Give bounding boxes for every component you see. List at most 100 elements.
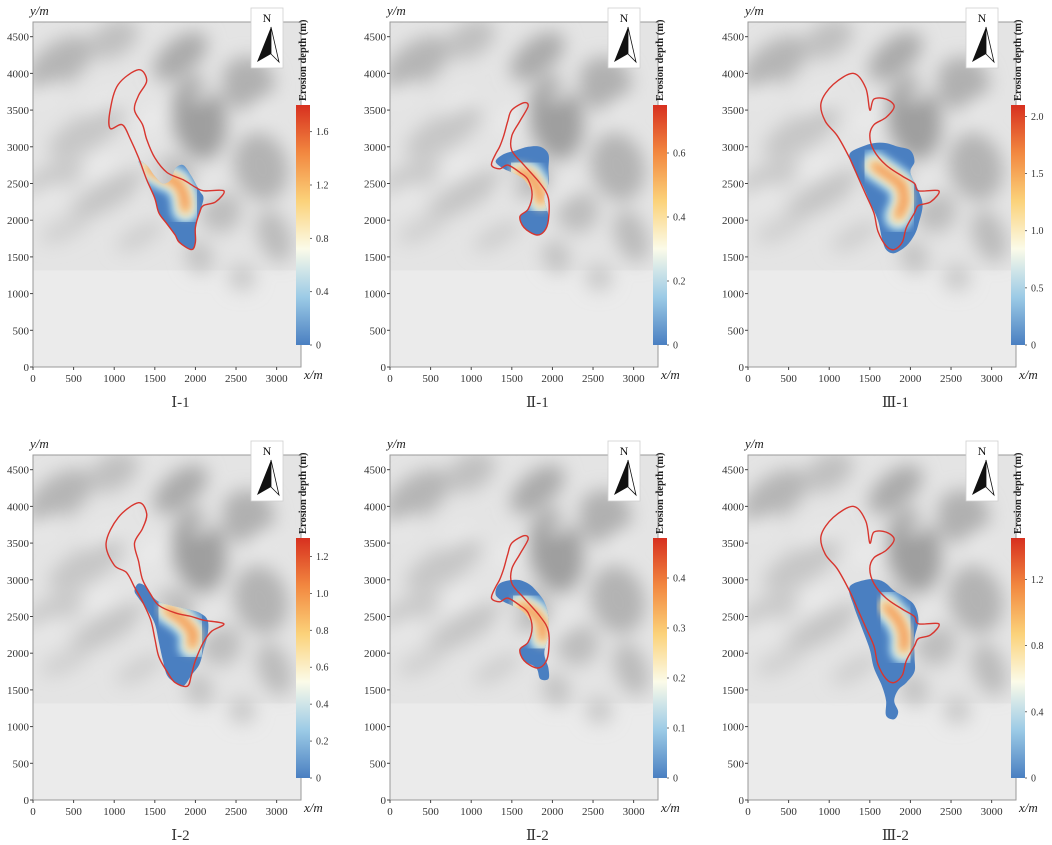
x-tick-label: 1000	[460, 806, 483, 818]
x-tick-label: 0	[745, 806, 751, 818]
x-tick-label: 3000	[981, 806, 1004, 818]
panel-label: Ⅲ-2	[882, 828, 909, 840]
colorbar	[296, 105, 310, 345]
landslide-outline	[105, 502, 225, 688]
colorbar-tick-label: 0.4	[673, 574, 686, 585]
y-tick-label: 2000	[722, 648, 745, 660]
x-axis-label: x/m	[1018, 367, 1038, 382]
y-tick-label: 2000	[7, 215, 30, 227]
x-tick-label: 0	[387, 373, 393, 385]
erosion-depth-field	[495, 579, 550, 681]
erosion-depth-field	[849, 142, 923, 254]
y-tick-label: 2500	[364, 178, 387, 190]
north-label: N	[263, 11, 272, 25]
x-tick-label: 1500	[859, 373, 882, 385]
x-tick-label: 1000	[818, 806, 841, 818]
y-tick-label: 500	[728, 325, 745, 337]
colorbar-tick-label: 0.5	[1031, 283, 1044, 294]
y-tick-label: 3500	[722, 538, 745, 550]
y-tick-label: 0	[24, 362, 30, 374]
x-axis-label: x/m	[1018, 800, 1038, 815]
colorbar-title: Erosion depth (m)	[298, 19, 309, 101]
y-tick-label: 500	[13, 758, 30, 770]
colorbar-tick-label: 0.6	[673, 149, 686, 160]
x-tick-label: 2000	[184, 373, 207, 385]
y-tick-label: 4500	[7, 465, 30, 477]
x-tick-label: 2500	[225, 373, 248, 385]
erosion-depth-field	[848, 579, 919, 720]
y-axis-label: y/m	[28, 436, 49, 451]
colorbar-tick-label: 0.8	[316, 626, 329, 637]
x-tick-label: 1500	[144, 373, 167, 385]
colorbar-tick-label: 0.2	[673, 277, 686, 288]
x-axis-label: x/m	[303, 800, 323, 815]
y-tick-label: 3500	[364, 538, 387, 550]
y-tick-label: 4000	[7, 501, 30, 513]
erosion-depth-field	[134, 583, 209, 687]
y-tick-label: 0	[381, 362, 387, 374]
y-tick-label: 2000	[364, 648, 387, 660]
colorbar	[653, 538, 667, 778]
north-label: N	[620, 444, 629, 458]
panel-label: Ⅱ-1	[526, 395, 549, 411]
y-tick-label: 1500	[722, 252, 745, 264]
y-tick-label: 0	[739, 362, 745, 374]
y-axis-label: y/m	[743, 436, 764, 451]
x-tick-label: 2500	[225, 806, 248, 818]
x-tick-label: 1500	[501, 373, 524, 385]
colorbar	[1011, 105, 1025, 345]
x-tick-label: 3000	[981, 373, 1004, 385]
x-tick-label: 2000	[899, 806, 922, 818]
y-axis-label: y/m	[385, 3, 406, 18]
x-tick-label: 2500	[582, 806, 605, 818]
x-tick-label: 500	[780, 806, 797, 818]
x-tick-label: 500	[422, 373, 439, 385]
colorbar-tick-label: 0	[673, 341, 678, 352]
colorbar-tick-label: 1.0	[1031, 226, 1044, 237]
landslide-outline	[490, 534, 550, 669]
x-tick-label: 1000	[103, 373, 126, 385]
north-arrow-icon: N	[250, 7, 284, 69]
north-label: N	[620, 11, 629, 25]
colorbar-tick-label: 0.3	[673, 624, 686, 635]
x-tick-label: 0	[30, 806, 36, 818]
x-tick-label: 3000	[623, 806, 646, 818]
colorbar-tick-label: 0	[1031, 774, 1036, 785]
map-panel: 0 500 1000 1500 2000 2500 3000 0 500 1000 1500 2000…	[364, 436, 686, 844]
x-tick-label: 500	[65, 806, 82, 818]
y-tick-label: 4500	[722, 465, 745, 477]
y-tick-label: 4500	[722, 32, 745, 44]
y-tick-label: 4000	[364, 501, 387, 513]
x-tick-label: 2000	[541, 373, 564, 385]
north-arrow-icon: N	[250, 440, 284, 502]
map-panel: 0 500 1000 1500 2000 2500 3000 0 500 1000 1500 2000…	[364, 3, 686, 411]
panel-label: Ⅰ-2	[171, 828, 189, 840]
x-tick-label: 3000	[266, 373, 289, 385]
colorbar-tick-label: 0.6	[316, 663, 329, 674]
x-tick-label: 1000	[460, 373, 483, 385]
x-tick-label: 500	[422, 806, 439, 818]
north-arrow-icon: N	[607, 7, 641, 69]
hillshade-background	[33, 22, 301, 367]
y-tick-label: 3000	[7, 142, 30, 154]
x-tick-label: 3000	[623, 373, 646, 385]
panel-label: Ⅰ-1	[171, 395, 189, 411]
y-tick-label: 4000	[364, 68, 387, 80]
colorbar-tick-label: 0.4	[1031, 707, 1044, 718]
map-panel: 0 500 1000 1500 2000 2500 3000 0 500 1000 1500 2000…	[722, 3, 1044, 411]
panel-label: Ⅱ-2	[526, 828, 549, 840]
colorbar-title: Erosion depth (m)	[1013, 452, 1024, 534]
x-axis-label: x/m	[303, 367, 323, 382]
colorbar-tick-label: 1.2	[316, 552, 329, 563]
y-tick-label: 1000	[7, 722, 30, 734]
x-tick-label: 2000	[184, 806, 207, 818]
y-tick-label: 1000	[364, 289, 387, 301]
y-tick-label: 2500	[364, 611, 387, 623]
y-tick-label: 4000	[722, 68, 745, 80]
y-tick-label: 1500	[7, 685, 30, 697]
y-tick-label: 4500	[364, 465, 387, 477]
hillshade-background	[390, 455, 658, 800]
x-tick-label: 1500	[501, 806, 524, 818]
colorbar-tick-label: 0.4	[316, 287, 329, 298]
